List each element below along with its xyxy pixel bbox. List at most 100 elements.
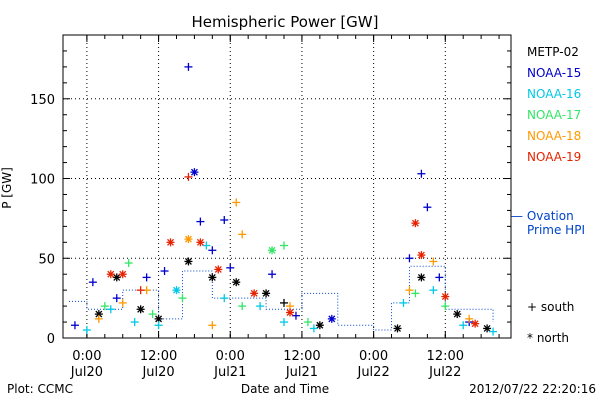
- point-noaa-15: [88, 278, 97, 287]
- point-noaa-19: [136, 286, 145, 295]
- point-noaa-19: [417, 251, 426, 260]
- legend-marker-south: + south: [527, 300, 574, 314]
- marker-stroke: [107, 270, 115, 278]
- point-noaa-16: [489, 327, 498, 336]
- point-noaa-15: [184, 62, 193, 71]
- x-tick-label-time: 0:00: [216, 349, 245, 364]
- point-noaa-15: [160, 267, 169, 276]
- legend-noaa-15: NOAA-15: [527, 66, 581, 80]
- legend-noaa-17: NOAA-17: [527, 108, 581, 122]
- point-noaa-15: [405, 254, 414, 263]
- point-noaa-18: [465, 314, 474, 323]
- marker-stroke: [286, 309, 294, 316]
- legend-marker-north: * north: [527, 331, 569, 345]
- marker-stroke: [232, 278, 240, 286]
- point-noaa-19: [411, 219, 420, 228]
- point-noaa-16: [154, 321, 163, 330]
- point-noaa-15: [291, 311, 300, 320]
- point-noaa-16: [220, 294, 229, 303]
- timestamp: 2012/07/22 22:20:16: [469, 382, 596, 396]
- legend-noaa-16: NOAA-16: [527, 87, 581, 101]
- marker-stroke: [173, 286, 180, 294]
- point-noaa-16: [202, 241, 211, 250]
- plot-area: [62, 34, 512, 339]
- point-noaa-15: [208, 246, 217, 255]
- point-noaa-18: [232, 198, 241, 207]
- point-noaa-17: [178, 294, 187, 303]
- x-tick-label-date: Jul21: [285, 365, 318, 380]
- point-noaa-15: [196, 217, 205, 226]
- x-tick-label-date: Jul22: [356, 365, 389, 380]
- point-noaa-16: [82, 326, 91, 335]
- marker-stroke: [214, 265, 222, 273]
- x-tick-label-date: Jul21: [213, 365, 246, 380]
- marker-stroke: [262, 289, 270, 297]
- y-tick-label: 100: [30, 173, 55, 188]
- marker-stroke: [113, 273, 121, 281]
- point-metp-02: [483, 324, 492, 333]
- point-noaa-15: [220, 215, 229, 224]
- x-tick-label-time: 0:00: [359, 349, 388, 364]
- marker-stroke: [155, 315, 163, 323]
- marker-stroke: [411, 219, 419, 227]
- point-noaa-19: [441, 292, 450, 301]
- y-tick-label: 150: [30, 93, 55, 108]
- point-noaa-16: [429, 286, 438, 295]
- point-noaa-15: [327, 314, 336, 323]
- point-noaa-19: [184, 172, 193, 181]
- grid: [63, 35, 511, 338]
- point-noaa-15: [142, 273, 151, 282]
- y-axis-label: P [GW]: [0, 167, 14, 209]
- marker-stroke: [316, 321, 324, 329]
- point-noaa-16: [309, 324, 318, 333]
- marker-stroke: [417, 273, 425, 281]
- x-axis: 0:00Jul2012:00Jul200:00Jul2112:00Jul210:…: [70, 35, 500, 380]
- point-metp-02: [393, 324, 402, 333]
- point-noaa-16: [130, 318, 139, 327]
- legend-ovation-line2: Prime HPI: [527, 223, 585, 237]
- marker-stroke: [137, 305, 145, 313]
- point-noaa-18: [238, 230, 247, 239]
- point-noaa-17: [148, 310, 157, 319]
- ovation-hpi-line: [68, 265, 494, 331]
- y-tick-label: 0: [47, 332, 55, 347]
- marker-stroke: [190, 168, 198, 176]
- y-axis: 0 50 100 150: [30, 50, 511, 347]
- point-metp-02: [417, 273, 426, 282]
- chart-title: Hemispheric Power [GW]: [192, 13, 379, 31]
- marker-stroke: [95, 310, 103, 318]
- point-noaa-19: [250, 289, 259, 298]
- marker-stroke: [417, 251, 425, 259]
- point-metp-02: [232, 278, 241, 287]
- x-tick-label-time: 0:00: [72, 349, 101, 364]
- point-noaa-15: [423, 203, 432, 212]
- point-noaa-17: [280, 241, 289, 250]
- marker-stroke: [196, 238, 204, 246]
- point-noaa-17: [303, 318, 312, 327]
- marker-stroke: [167, 238, 174, 246]
- point-metp-02: [208, 273, 217, 282]
- point-noaa-15: [435, 273, 444, 282]
- point-metp-02: [280, 298, 289, 307]
- x-tick-label-time: 12:00: [283, 349, 320, 364]
- point-noaa-16: [106, 305, 115, 314]
- point-noaa-15: [268, 270, 277, 279]
- legend-noaa-18: NOAA-18: [527, 129, 581, 143]
- point-noaa-19: [196, 238, 205, 247]
- marker-stroke: [184, 257, 192, 265]
- legend-ovation: — Ovation: [511, 209, 574, 223]
- point-noaa-15: [226, 263, 235, 272]
- point-noaa-17: [124, 259, 133, 268]
- marker-stroke: [328, 315, 336, 323]
- marker-stroke: [394, 324, 401, 332]
- point-noaa-18: [429, 257, 438, 266]
- x-axis-label: Date and Time: [241, 382, 329, 396]
- x-tick-label-date: Jul22: [428, 365, 461, 380]
- ovation-series: [68, 265, 494, 331]
- point-noaa-17: [100, 302, 109, 311]
- point-noaa-16: [459, 321, 468, 330]
- marker-stroke: [268, 246, 276, 254]
- point-noaa-18: [118, 298, 127, 307]
- marker-stroke: [250, 289, 258, 297]
